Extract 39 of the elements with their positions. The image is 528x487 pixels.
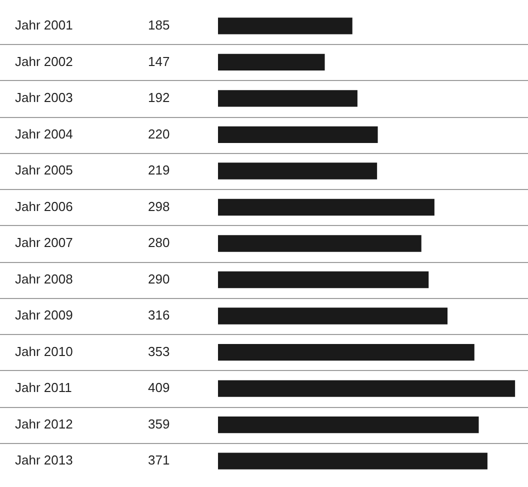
y-tick-label: Jahr 2012 [15, 416, 73, 432]
y-tick-label: Jahr 2013 [15, 452, 73, 468]
y-tick-label: Jahr 2011 [15, 380, 72, 396]
bar [218, 235, 422, 252]
data-label: 192 [148, 90, 170, 106]
bar [218, 308, 448, 324]
y-tick-label: Jahr 2005 [15, 162, 73, 178]
y-tick-label: Jahr 2001 [15, 18, 73, 33]
y-tick-label: Jahr 2002 [15, 54, 73, 69]
data-label: 147 [148, 54, 170, 69]
y-tick-label: Jahr 2008 [15, 271, 73, 286]
data-label: 353 [148, 344, 170, 359]
y-tick-label: Jahr 2010 [15, 344, 73, 359]
bar [218, 380, 516, 397]
y-tick-label: Jahr 2003 [15, 90, 73, 106]
bar [218, 271, 429, 288]
data-label: 371 [148, 452, 170, 468]
data-label: 409 [148, 380, 170, 396]
data-label: 220 [148, 126, 170, 142]
bar [218, 452, 488, 470]
y-tick-label: Jahr 2006 [15, 198, 73, 214]
y-tick-label: Jahr 2007 [15, 235, 73, 250]
data-label: 298 [148, 198, 170, 214]
data-label: 219 [148, 162, 170, 178]
bar [218, 126, 378, 144]
y-tick-label: Jahr 2004 [15, 126, 73, 142]
data-label: 185 [148, 18, 170, 33]
data-label: 316 [148, 308, 170, 323]
bar [218, 162, 378, 180]
data-label: 359 [148, 416, 170, 432]
bar [218, 18, 352, 34]
bar [218, 198, 434, 216]
data-label: 280 [148, 235, 170, 250]
bar [218, 54, 325, 71]
bar [218, 344, 474, 361]
bar [218, 416, 479, 434]
bar [218, 90, 358, 107]
data-label: 290 [148, 271, 170, 286]
y-tick-label: Jahr 2009 [15, 308, 73, 323]
